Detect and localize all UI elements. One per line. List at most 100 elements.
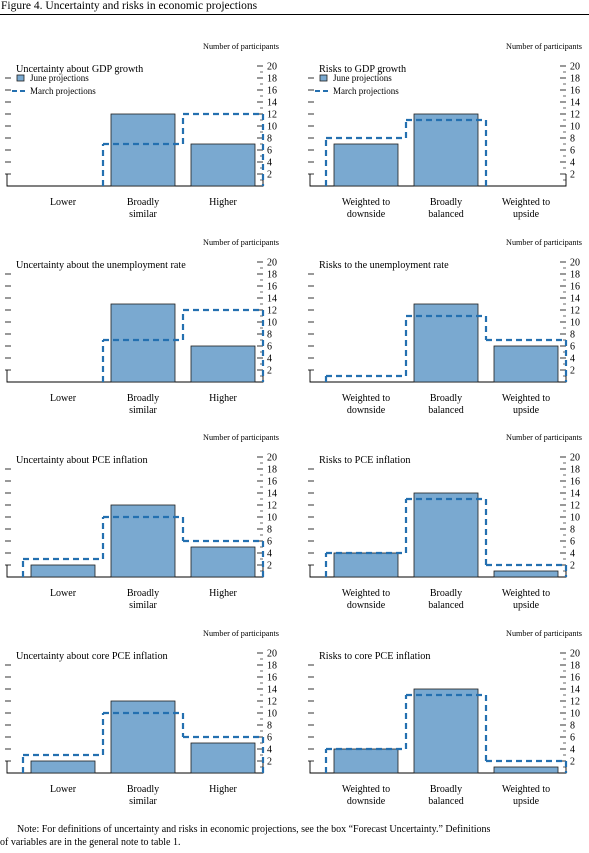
category-label: Higher [209,588,237,599]
y-tick-label: 20 [267,453,277,464]
y-tick-label: 14 [267,294,277,305]
june-bar-2 [110,504,176,578]
june-bar-3 [493,345,559,383]
y-tick-label: 6 [570,342,575,353]
june-bar-3 [190,546,256,578]
y-tick-label: 16 [267,86,277,97]
y-tick-label: 18 [267,661,277,672]
y-tick-label: 4 [267,549,272,560]
category-label: Broadly [127,784,159,795]
y-tick-label: 14 [267,685,277,696]
y-tick-label: 10 [570,709,580,720]
category-label: balanced [428,600,464,611]
june-bar-2 [413,688,479,774]
category-label: similar [129,600,157,611]
category-label: upside [513,796,540,807]
category-label: Higher [209,784,237,795]
y-tick-label: 20 [570,62,580,73]
march-dashed-outline [21,515,265,577]
category-label: downside [347,600,386,611]
category-label: Lower [50,784,77,795]
category-label: Weighted to [342,588,390,599]
y-tick-label: 20 [570,649,580,660]
category-label: upside [513,209,540,220]
y-tick-label: 10 [570,513,580,524]
june-bar-3 [190,143,256,187]
y-axis-label: Number of participants [506,238,582,247]
june-bar-3 [493,766,559,774]
y-tick-label: 8 [267,721,272,732]
category-label: Broadly [127,393,159,404]
june-bar-3 [190,742,256,774]
y-tick-label: 14 [570,685,580,696]
legend-swatch-june [16,74,25,82]
y-tick-label: 2 [570,170,575,181]
y-tick-label: 20 [267,258,277,269]
y-tick-label: 16 [570,673,580,684]
june-bar-3 [190,345,256,383]
y-tick-label: 8 [267,525,272,536]
y-tick-label: 20 [267,62,277,73]
category-label: Broadly [127,197,159,208]
y-tick-label: 10 [570,122,580,133]
y-tick-label: 20 [570,258,580,269]
y-tick-label: 2 [570,561,575,572]
y-tick-label: 8 [267,134,272,145]
y-tick-label: 18 [570,661,580,672]
y-tick-label: 12 [267,697,277,708]
figure-panels: Number of participants2468101214161820Un… [5,42,582,807]
y-tick-label: 6 [267,733,272,744]
category-label: similar [129,405,157,416]
y-tick-label: 4 [570,549,575,560]
y-tick-label: 8 [570,134,575,145]
y-tick-label: 12 [570,110,580,121]
june-bar-2 [413,492,479,578]
category-label: similar [129,796,157,807]
y-tick-label: 8 [570,525,575,536]
y-tick-label: 12 [570,697,580,708]
y-tick-label: 4 [570,158,575,169]
category-label: downside [347,209,386,220]
june-bar-2 [110,303,176,383]
category-label: Weighted to [342,784,390,795]
y-tick-label: 2 [267,757,272,768]
y-axis-label: Number of participants [203,42,279,51]
category-label: Broadly [127,588,159,599]
y-tick-label: 8 [570,330,575,341]
y-tick-label: 20 [570,453,580,464]
june-bar-2 [413,113,479,187]
y-tick-label: 4 [570,354,575,365]
y-tick-label: 14 [570,489,580,500]
y-tick-label: 2 [267,561,272,572]
june-bar-3 [493,570,559,578]
category-label: downside [347,796,386,807]
category-label: Higher [209,197,237,208]
category-label: Weighted to [502,393,550,404]
chart-title: Uncertainty about core PCE inflation [16,651,168,662]
y-tick-label: 16 [570,477,580,488]
june-bar-1 [333,143,399,187]
y-tick-label: 12 [570,501,580,512]
chart-title: Risks to GDP growth [319,64,406,75]
y-tick-label: 14 [267,489,277,500]
y-tick-label: 18 [267,270,277,281]
y-axis-label: Number of participants [203,238,279,247]
y-tick-label: 16 [570,86,580,97]
y-tick-label: 18 [570,74,580,85]
legend-label-june: June projections [333,73,392,83]
y-tick-label: 4 [267,745,272,756]
y-tick-label: 8 [570,721,575,732]
category-label: Weighted to [502,588,550,599]
category-label: balanced [428,796,464,807]
june-bar-1 [333,748,399,774]
figure-note: Note: For definitions of uncertainty and… [0,823,589,849]
y-tick-label: 18 [267,465,277,476]
category-label: Higher [209,393,237,404]
june-bar-1 [30,564,96,578]
category-label: Lower [50,197,77,208]
y-tick-label: 12 [267,306,277,317]
y-tick-label: 6 [267,146,272,157]
